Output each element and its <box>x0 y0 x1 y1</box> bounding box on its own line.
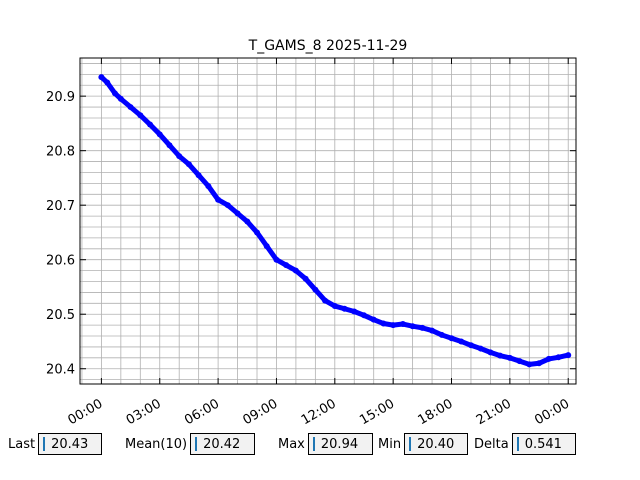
data-point <box>322 297 329 304</box>
stat-max-field[interactable]: 20.94 <box>307 433 373 455</box>
text-cursor <box>43 437 46 451</box>
stat-max: Max 20.94 <box>278 432 373 456</box>
data-point <box>156 131 163 138</box>
data-point <box>506 354 513 361</box>
data-point <box>565 352 572 359</box>
y-tick-label: 20.9 <box>46 90 75 105</box>
data-point <box>137 112 144 119</box>
data-point <box>244 218 251 225</box>
x-tick-label: 12:00 <box>299 396 339 428</box>
data-point <box>555 354 562 361</box>
grid <box>80 58 576 384</box>
data-point <box>409 323 416 330</box>
y-tick-label: 20.4 <box>46 363 75 378</box>
data-point <box>302 275 309 282</box>
data-point <box>292 267 299 274</box>
data-point <box>380 320 387 327</box>
data-point <box>390 322 397 329</box>
data-point <box>458 338 465 345</box>
data-point <box>147 121 154 128</box>
data-point <box>205 183 212 190</box>
data-point <box>112 90 119 97</box>
text-cursor <box>516 437 519 451</box>
stat-mean: Mean(10) 20.42 <box>125 432 256 456</box>
data-point <box>176 153 183 160</box>
data-point <box>487 349 494 356</box>
data-point <box>399 321 406 328</box>
data-point <box>312 286 319 293</box>
data-point <box>234 210 241 217</box>
x-tick-label: 06:00 <box>182 396 222 428</box>
y-tick-label: 20.8 <box>46 145 75 160</box>
data-point <box>283 262 290 269</box>
stat-last: Last 20.43 <box>8 432 103 456</box>
data-series <box>98 74 572 368</box>
y-tick-label: 20.5 <box>46 308 75 323</box>
data-point <box>166 142 173 149</box>
text-cursor <box>312 437 315 451</box>
x-tick-label: 03:00 <box>124 396 164 428</box>
data-point <box>254 229 261 236</box>
stat-value: 0.541 <box>524 436 562 452</box>
stat-label: Last <box>8 436 36 452</box>
x-tick-label: 00:00 <box>65 396 105 428</box>
data-point <box>98 74 105 81</box>
text-cursor <box>409 437 412 451</box>
data-point <box>195 172 202 179</box>
data-point <box>448 335 455 342</box>
data-point <box>117 95 124 102</box>
data-point <box>370 316 377 323</box>
y-tick-label: 20.6 <box>46 254 75 269</box>
data-point <box>438 331 445 338</box>
data-point <box>263 243 270 250</box>
data-point <box>497 352 504 359</box>
stat-label: Max <box>278 436 305 452</box>
data-point <box>104 79 111 86</box>
x-tick-label: 00:00 <box>532 396 572 428</box>
plot-frame <box>79 57 577 385</box>
stat-min-field[interactable]: 20.40 <box>404 433 469 455</box>
data-point <box>526 361 533 368</box>
stat-label: Delta <box>474 436 509 452</box>
stat-value: 20.94 <box>320 436 359 452</box>
data-point <box>351 308 358 315</box>
stat-label: Min <box>378 436 402 452</box>
stat-value: 20.42 <box>203 436 241 452</box>
stat-value: 20.40 <box>417 436 455 452</box>
data-point <box>273 256 280 263</box>
stat-delta-field[interactable]: 0.541 <box>511 433 576 455</box>
data-point <box>341 305 348 312</box>
data-point <box>331 303 338 310</box>
stat-min: Min 20.40 <box>378 432 469 456</box>
x-tick-label: 15:00 <box>357 396 397 428</box>
stat-value: 20.43 <box>51 436 89 452</box>
stat-mean-field[interactable]: 20.42 <box>190 433 256 455</box>
data-point <box>185 161 192 168</box>
data-point <box>215 196 222 203</box>
data-point <box>419 324 426 331</box>
text-cursor <box>195 437 198 451</box>
data-point <box>545 355 552 362</box>
data-point <box>477 345 484 352</box>
x-tick-label: 09:00 <box>241 396 281 428</box>
x-tick-label: 21:00 <box>474 396 514 428</box>
stat-last-field[interactable]: 20.43 <box>38 433 103 455</box>
data-point <box>429 327 436 334</box>
data-point <box>536 360 543 367</box>
stat-label: Mean(10) <box>125 436 188 452</box>
data-point <box>127 104 134 111</box>
data-point <box>224 202 231 209</box>
y-tick-label: 20.7 <box>46 199 75 214</box>
data-point <box>360 312 367 319</box>
x-tick-label: 18:00 <box>416 396 456 428</box>
data-point <box>516 358 523 365</box>
axes: 00:00 03:00 06:00 09:00 12:00 15:00 18:00 21:00… <box>46 58 576 428</box>
data-point <box>467 342 474 349</box>
stat-delta: Delta 0.541 <box>474 432 576 456</box>
chart-title: T_GAMS_8 2025-11-29 <box>248 38 408 54</box>
